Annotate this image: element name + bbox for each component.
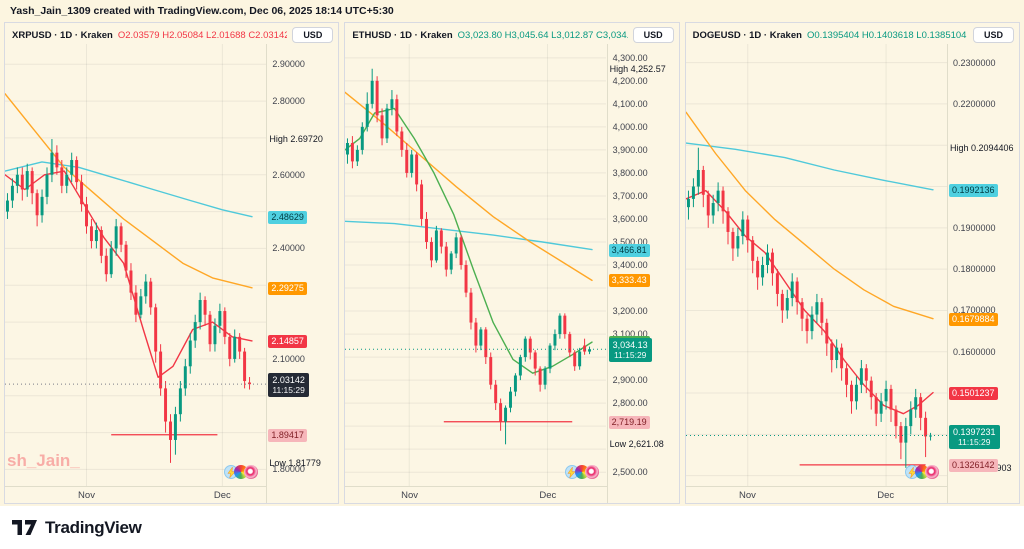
price-tick: 2,900.00 <box>612 375 648 386</box>
month-label: Dec <box>539 490 557 501</box>
spiral-emoji-icon <box>584 465 599 479</box>
panel-header: XRPUSD · 1D · Kraken O2.03579 H2.05084 L… <box>5 23 338 44</box>
price-badge: 0.1501237 <box>949 386 998 400</box>
price-badge: 2,719.19 <box>608 415 650 429</box>
price-tick: 0.2300000 <box>953 57 996 68</box>
price-tick: 2,800.00 <box>612 398 648 409</box>
time-axis[interactable]: Nov Dec <box>5 486 267 503</box>
month-label: Dec <box>877 490 895 501</box>
ohlc-values: O2.03579 H2.05084 L2.01688 C2.03142 … <box>117 29 288 41</box>
price-badge: 3,466.81 <box>608 243 650 257</box>
emoji-reactions <box>564 465 599 479</box>
ohlc-values: O0.1395404 H0.1403618 L0.1385104 C… <box>806 29 968 41</box>
low-label: Low 2,621.08 <box>609 439 664 450</box>
price-badge: 2.29275 <box>268 281 307 295</box>
price-tick: 3,200.00 <box>612 306 648 317</box>
month-label: Nov <box>78 490 95 501</box>
ohlc-values: O3,023.80 H3,045.64 L3,012.87 C3,034.13 … <box>457 29 628 41</box>
currency-button[interactable]: USD <box>292 27 334 43</box>
price-badge: 1.89417 <box>268 428 307 442</box>
price-tick: 2.80000 <box>272 96 305 107</box>
currency-button[interactable]: USD <box>632 27 674 43</box>
price-tick: 0.2200000 <box>953 98 996 109</box>
tradingview-logo-icon[interactable] <box>12 519 38 536</box>
price-tick: 2.60000 <box>272 169 305 180</box>
price-tick: 3,400.00 <box>612 260 648 270</box>
price-tick: 0.1600000 <box>953 346 996 357</box>
price-tick: 0.1700000 <box>953 305 996 316</box>
chart-plot[interactable] <box>685 44 947 486</box>
time-axis[interactable]: Nov Dec <box>685 486 947 503</box>
high-label: High 2.69720 <box>269 133 323 144</box>
price-tick: 2,500.00 <box>612 467 648 478</box>
price-tick: 4,200.00 <box>612 75 648 86</box>
price-tick: 4,100.00 <box>612 98 648 109</box>
chart-plot[interactable] <box>345 44 607 486</box>
time-axis[interactable]: Nov Dec <box>345 486 607 503</box>
topbar-attribution: Yash_Jain_1309 created with TradingView.… <box>10 4 394 17</box>
price-badge: 2.48629 <box>268 210 307 224</box>
price-badge: 2.14857 <box>268 335 307 349</box>
price-tick: 0.1800000 <box>953 264 996 275</box>
current-price-badge: 3,034.13 11:15:29 <box>608 338 652 363</box>
current-price-badge: 2.03142 11:15:29 <box>268 373 309 398</box>
price-tick: 3,100.00 <box>612 329 648 340</box>
chart-plot[interactable] <box>5 44 266 486</box>
topbar: Yash_Jain_1309 created with TradingView.… <box>0 0 1024 21</box>
price-tick: 3,900.00 <box>612 144 648 155</box>
price-tick: 3,700.00 <box>612 190 648 201</box>
current-price-badge: 0.1397231 11:15:29 <box>949 424 1000 449</box>
symbol-legend[interactable]: DOGEUSD · 1D · Kraken O0.1395404 H0.1403… <box>693 30 968 41</box>
price-tick: 1.80000 <box>272 464 305 475</box>
price-tick: 3,800.00 <box>612 167 648 178</box>
symbol-legend[interactable]: XRPUSD · 1D · Kraken O2.03579 H2.05084 L… <box>12 30 287 41</box>
month-label: Nov <box>401 490 418 501</box>
month-label: Dec <box>213 490 231 501</box>
price-tick: 4,000.00 <box>612 121 648 132</box>
currency-button[interactable]: USD <box>972 27 1014 43</box>
symbol-legend[interactable]: ETHUSD · 1D · Kraken O3,023.80 H3,045.64… <box>352 30 627 41</box>
price-tick: 2.40000 <box>272 243 305 254</box>
symbol-title: DOGEUSD · 1D · Kraken <box>692 29 802 41</box>
panel-header: DOGEUSD · 1D · Kraken O0.1395404 H0.1403… <box>686 23 1019 44</box>
high-label: High 4,252.57 <box>609 63 666 74</box>
symbol-title: ETHUSD · 1D · Kraken <box>352 29 453 41</box>
price-scale[interactable]: 4,300.00 4,200.00 4,100.00 4,000.00 3,900.00… <box>606 44 679 503</box>
emoji-reactions <box>224 465 259 479</box>
price-tick: 2.90000 <box>272 59 305 70</box>
price-badge: 0.1679884 <box>949 312 998 326</box>
price-tick: 3,500.00 <box>612 236 648 247</box>
chart-panel-ethusd: ETHUSD · 1D · Kraken O3,023.80 H3,045.64… <box>344 22 680 504</box>
price-scale[interactable]: 2.90000 2.80000 2.60000 2.40000 2.10000 1.800… <box>266 44 338 503</box>
price-scale[interactable]: 0.2300000 0.2200000 0.1900000 0.1800000 0.17… <box>947 44 1019 503</box>
footer: TradingView <box>0 506 1024 549</box>
chart-panel-xrpusd: XRPUSD · 1D · Kraken O2.03579 H2.05084 L… <box>4 22 340 504</box>
price-badge: 3,333.43 <box>608 274 650 288</box>
low-label: Low 1.81779 <box>269 457 321 468</box>
panel-header: ETHUSD · 1D · Kraken O3,023.80 H3,045.64… <box>345 23 678 44</box>
high-label: High 0.2094406 <box>950 142 1014 153</box>
spiral-emoji-icon <box>925 465 939 479</box>
price-tick: 3,600.00 <box>612 213 648 224</box>
chart-panel-dogeusd: DOGEUSD · 1D · Kraken O0.1395404 H0.1403… <box>684 22 1020 504</box>
spiral-emoji-icon <box>244 465 259 479</box>
symbol-title: XRPUSD · 1D · Kraken <box>12 29 113 41</box>
price-badge: 0.1326142 <box>949 458 998 472</box>
month-label: Nov <box>738 490 756 501</box>
charts-row: XRPUSD · 1D · Kraken O2.03579 H2.05084 L… <box>0 21 1024 506</box>
price-badge: 0.1992136 <box>949 183 998 197</box>
price-tick: 0.1900000 <box>953 222 996 233</box>
footer-brand[interactable]: TradingView <box>45 517 142 537</box>
price-tick: 4,300.00 <box>612 52 648 63</box>
price-tick: 2.10000 <box>272 353 305 364</box>
emoji-reactions <box>905 465 939 479</box>
